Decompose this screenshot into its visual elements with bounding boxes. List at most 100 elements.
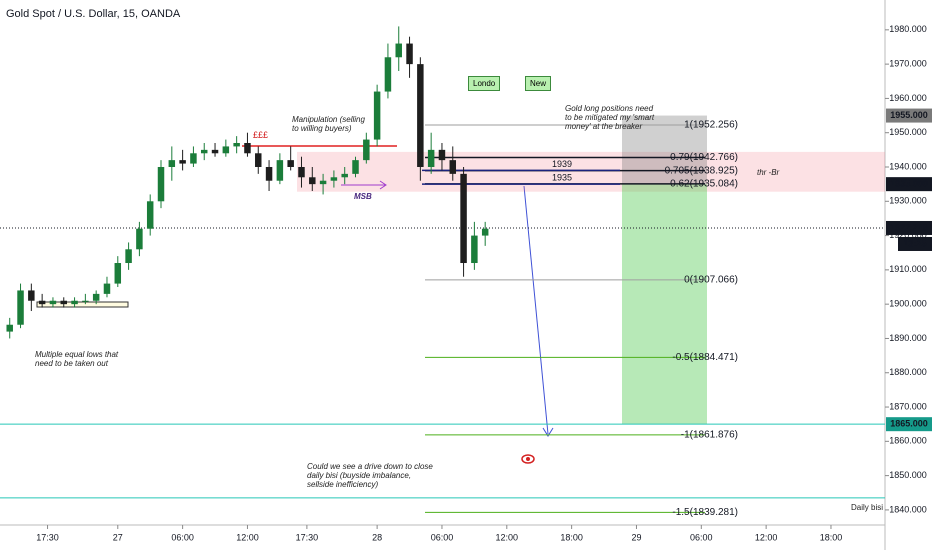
x-tick-label: 12:00 (755, 532, 778, 542)
price-label: 1935.000 (890, 179, 928, 189)
price-label-box (886, 417, 932, 432)
stop-area (622, 115, 707, 185)
msb-arrowhead (379, 180, 387, 190)
x-tick-label: 18:00 (820, 532, 843, 542)
fib-label: -1.5(1839.281) (672, 507, 738, 518)
manipulation-note: Manipulation (selling to willing buyers) (292, 115, 365, 133)
candle-body (298, 166, 305, 178)
chart-title: Gold Spot / U.S. Dollar, 15, OANDA (6, 8, 181, 20)
candle-body (211, 149, 219, 154)
candle-body (319, 180, 327, 185)
price-label-box (886, 177, 932, 192)
candle-body (330, 177, 338, 181)
candle-body (146, 201, 154, 229)
fib-label: 0.62(1935.084) (670, 178, 738, 189)
candle-body (168, 160, 176, 167)
candle-body (460, 173, 467, 264)
countdown-label: 13:25 (903, 238, 926, 248)
supply-zone (297, 151, 885, 192)
y-tick-label: 1890.000 (889, 333, 927, 343)
candle-body (222, 146, 230, 154)
daily-bisi-label: Daily bisi (851, 503, 884, 512)
candle-body (60, 300, 67, 305)
y-tick-label: 1870.000 (889, 401, 927, 411)
candle-body (6, 324, 13, 332)
candle-body (438, 149, 446, 161)
candle-body (49, 300, 57, 305)
x-tick-label: 06:00 (690, 532, 713, 542)
fib-label: 0.79(1942.766) (670, 152, 738, 163)
candle-body (136, 228, 143, 250)
x-tick-label: 06:00 (431, 532, 454, 542)
x-tick-label: 12:00 (236, 532, 259, 542)
y-tick-label: 1950.000 (889, 127, 927, 137)
candle-body (17, 290, 24, 325)
equal-lows-note: Multiple equal lows that need to be take… (35, 350, 119, 368)
fib-label: 0.705(1938.925) (665, 165, 738, 176)
candle-body (190, 153, 197, 164)
y-tick-label: 1960.000 (889, 93, 927, 103)
y-tick-label: 1860.000 (889, 436, 927, 446)
price-label-box (886, 220, 932, 235)
x-tick-label: 18:00 (560, 532, 583, 542)
fib-label: -1(1861.876) (681, 430, 738, 441)
candle-body (200, 149, 208, 154)
x-tick-label: 29 (631, 532, 641, 542)
breaker-tag: thr -Br (757, 168, 780, 177)
candle-body (287, 160, 294, 167)
candle-body (125, 249, 132, 264)
candle-body (276, 160, 284, 181)
candle-body (384, 57, 392, 92)
x-tick-label: 28 (372, 532, 382, 542)
x-tick-label: 17:30 (36, 532, 59, 542)
candle-body (233, 142, 240, 147)
candle-body (341, 173, 348, 178)
session-tag: Londo (468, 76, 501, 91)
candle-body (352, 160, 359, 174)
x-tick-label: 17:30 (296, 532, 319, 542)
candle-body (309, 177, 316, 185)
x-tick-label: 06:00 (171, 532, 194, 542)
y-tick-label: 1840.000 (889, 504, 927, 514)
candle-body (373, 91, 381, 140)
candle-body (82, 300, 89, 302)
x-tick-label: 12:00 (496, 532, 519, 542)
liquidity-label: £££ (253, 130, 269, 140)
candle-body (471, 235, 478, 264)
candle-body (28, 290, 35, 301)
eye-icon-pupil (526, 457, 530, 461)
level-label: 1939 (552, 159, 572, 169)
price-label: 1922.218 (890, 222, 928, 232)
projection-arrowhead (542, 427, 554, 437)
candle-body (71, 300, 78, 305)
candle-body (427, 149, 435, 167)
candle-body (449, 160, 457, 174)
y-tick-label: 1900.000 (889, 299, 927, 309)
candle-body (481, 228, 489, 236)
candle-body (157, 166, 165, 202)
fib-label: 1(1952.256) (684, 120, 738, 131)
candle-body (395, 43, 402, 58)
candle-body (103, 283, 111, 294)
session-tag: New (525, 76, 552, 91)
y-tick-label: 1970.000 (889, 58, 927, 68)
price-label: 1865.000 (890, 419, 928, 429)
fib-label: 0(1907.066) (684, 275, 738, 286)
candle-body (92, 293, 100, 301)
countdown-box (898, 236, 932, 251)
target-area (622, 184, 707, 425)
price-label-box (886, 108, 932, 123)
y-tick-label: 1880.000 (889, 367, 927, 377)
candle-body (244, 142, 251, 154)
y-tick-label: 1910.000 (889, 264, 927, 274)
candle-body (179, 160, 186, 164)
equal-lows-box (36, 301, 129, 308)
y-tick-label: 1930.000 (889, 196, 927, 206)
msb-label: MSB (354, 192, 372, 201)
y-tick-label: 1980.000 (889, 24, 927, 34)
y-tick-label: 1850.000 (889, 470, 927, 480)
candle-body (363, 139, 370, 161)
breaker-note: Gold long positions need to be mitigated… (565, 104, 655, 131)
